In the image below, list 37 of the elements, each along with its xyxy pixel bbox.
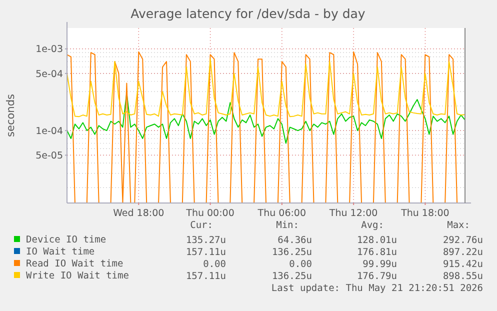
text: 157.11u (186, 247, 226, 258)
y-axis-title: seconds (5, 94, 17, 137)
text: 157.11u (186, 271, 226, 282)
y-tick-label: 5e-04 (36, 68, 63, 80)
x-tick-label: Thu 06:00 (256, 208, 306, 219)
text: 897.22u (442, 247, 483, 258)
text: 135.27u (186, 235, 226, 246)
text: 128.01u (356, 235, 397, 246)
legend-label: IO Wait time (26, 246, 95, 258)
text: 898.55u (442, 271, 483, 282)
text: Cur: (190, 220, 213, 231)
y-tick-label: 1e-03 (36, 44, 63, 56)
line-series (66, 58, 466, 118)
text: 292.76u (442, 235, 483, 246)
chart-title: Average latency for /dev/sda - by day (130, 6, 366, 21)
legend-label: Write IO Wait time (26, 270, 130, 282)
text: Avg: (361, 220, 384, 231)
text: Max: (447, 220, 470, 231)
x-tick-label: Thu 00:00 (185, 208, 234, 219)
text: Last update: Thu May 21 21:20:51 2026 (271, 283, 484, 294)
text: 99.99u (362, 259, 397, 270)
text: 176.79u (356, 271, 397, 282)
x-tick-label: Thu 12:00 (328, 208, 378, 219)
text: 64.36u (278, 235, 312, 246)
text: 176.81u (356, 247, 397, 258)
x-tick-label: Wed 18:00 (113, 208, 164, 219)
text: 136.25u (272, 247, 312, 258)
text: 136.25u (272, 271, 312, 282)
y-tick-label: 5e-05 (36, 150, 63, 162)
legend-label: Read IO Wait time (26, 258, 124, 270)
text: 0.00 (203, 259, 226, 270)
x-tick-label: Thu 18:00 (400, 208, 450, 219)
text: 915.42u (442, 259, 483, 270)
y-tick-label: 1e-04 (36, 126, 63, 137)
text: 0.00 (289, 259, 312, 270)
legend-label: Device IO time (26, 234, 106, 246)
text: Min: (276, 220, 299, 231)
